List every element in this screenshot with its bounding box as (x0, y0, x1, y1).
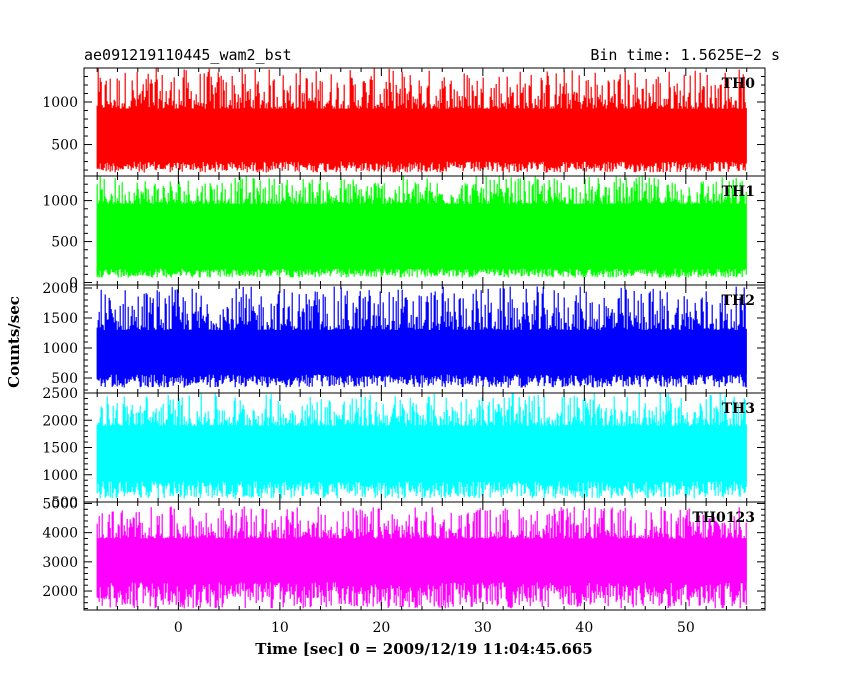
series-band-th1 (97, 203, 747, 269)
y-tick-label: 500 (51, 371, 78, 387)
panel-th3: 500 1000 1500 2000 2500 TH3 (42, 386, 766, 511)
bin-time-label: Bin time: 1.5625E−2 s (590, 46, 780, 64)
panel-label-th2: TH2 (722, 293, 755, 309)
panel-th0123: 2000 3000 4000 5000 TH0123 (42, 496, 766, 611)
panel-label-th0123: TH0123 (692, 510, 755, 526)
y-tick-label: 1000 (42, 341, 78, 357)
x-tick-label: 30 (474, 620, 492, 636)
panel-label-th1: TH1 (722, 184, 755, 200)
y-tick-label: 1500 (42, 441, 78, 457)
x-tick-label: 10 (271, 620, 289, 636)
y-tick-label: 2500 (42, 386, 78, 402)
x-tick-label: 20 (372, 620, 390, 636)
series-band-th0 (97, 108, 747, 162)
x-tick-label: 50 (677, 620, 695, 636)
y-tick-label: 0 (69, 276, 78, 292)
y-tick-label: 1000 (42, 468, 78, 484)
y-tick-label: 3000 (42, 555, 78, 571)
y-tick-label: 2000 (42, 584, 78, 600)
y-axis-label: Counts/sec (5, 296, 23, 388)
y-tick-label: 500 (51, 235, 78, 251)
y-tick-label: 2000 (42, 281, 78, 297)
y-tick-label: 2000 (42, 413, 78, 429)
series-band-th3 (97, 425, 747, 482)
y-tick-label: 500 (51, 495, 78, 511)
series-band-th0123 (97, 538, 747, 583)
y-tick-label: 5000 (42, 496, 78, 512)
panel-th2: 500 1000 1500 2000 TH2 (42, 281, 766, 394)
x-axis-label: Time [sec] 0 = 2009/12/19 11:04:45.665 (255, 640, 592, 658)
panel-label-th3: TH3 (722, 401, 755, 417)
x-axis: 0 10 20 30 40 50 (174, 620, 695, 636)
x-tick-label: 40 (575, 620, 593, 636)
panels-group: 5001000TH005001000TH1500100015002000TH25… (42, 67, 766, 611)
y-tick-label: 500 (51, 138, 78, 154)
series-band-th2 (97, 330, 747, 375)
panel-th0: 500 1000 TH0 (42, 67, 766, 177)
x-tick-label: 0 (174, 620, 183, 636)
panel-th1: 0 500 1000 TH1 (42, 175, 766, 292)
y-tick-label: 1500 (42, 311, 78, 327)
y-tick-label: 1000 (42, 194, 78, 210)
y-tick-label: 4000 (42, 526, 78, 542)
panel-label-th0: TH0 (722, 76, 756, 92)
y-tick-label: 1000 (42, 95, 78, 111)
chart-title: ae091219110445_wam2_bst (84, 46, 292, 64)
